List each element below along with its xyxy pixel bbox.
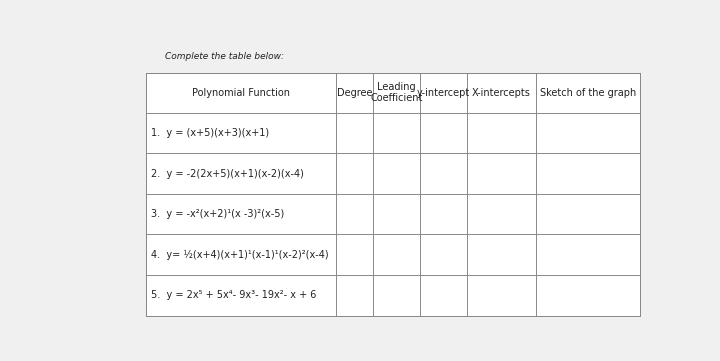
Text: 3.  y = -x²(x+2)¹(x -3)²(x-5): 3. y = -x²(x+2)¹(x -3)²(x-5) (151, 209, 284, 219)
Text: 1.  y = (x+5)(x+3)(x+1): 1. y = (x+5)(x+3)(x+1) (151, 128, 269, 138)
Text: 4.  y= ½(x+4)(x+1)¹(x-1)¹(x-2)²(x-4): 4. y= ½(x+4)(x+1)¹(x-1)¹(x-2)²(x-4) (151, 250, 329, 260)
Text: Leading
Coefficient: Leading Coefficient (370, 82, 423, 103)
Bar (145, 73, 639, 316)
Text: Sketch of the graph: Sketch of the graph (540, 88, 636, 97)
Text: Polynomial Function: Polynomial Function (192, 88, 290, 97)
Text: y-intercept: y-intercept (417, 88, 470, 97)
Text: 2.  y = -2(2x+5)(x+1)(x-2)(x-4): 2. y = -2(2x+5)(x+1)(x-2)(x-4) (151, 169, 305, 179)
Text: 5.  y = 2x⁵ + 5x⁴- 9x³- 19x²- x + 6: 5. y = 2x⁵ + 5x⁴- 9x³- 19x²- x + 6 (151, 290, 317, 300)
Text: Complete the table below:: Complete the table below: (166, 52, 284, 61)
Text: X-intercepts: X-intercepts (472, 88, 531, 97)
Text: Degree: Degree (337, 88, 372, 97)
